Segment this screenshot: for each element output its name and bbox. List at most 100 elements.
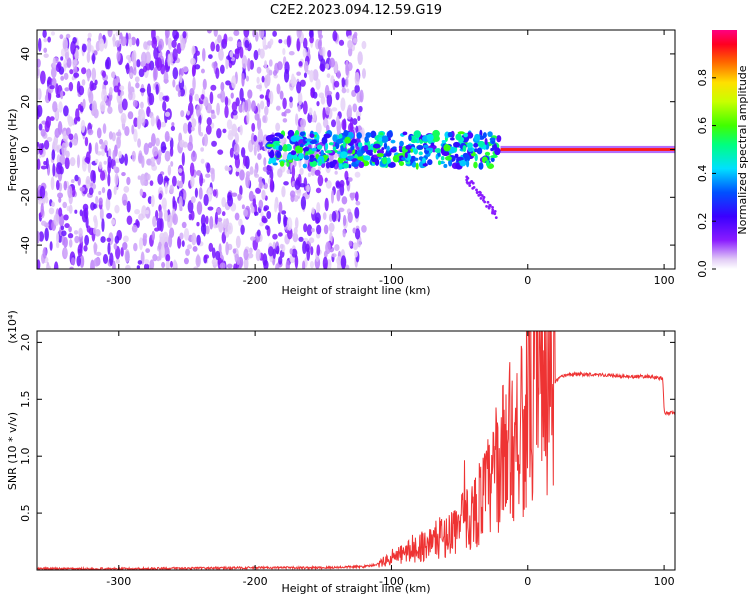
noise-blob [257,128,264,143]
noise-blob [127,81,132,95]
noise-blob [213,30,218,37]
noise-blob [154,227,160,232]
noise-blob [57,61,62,70]
noise-blob [103,80,109,86]
noise-blob [69,69,74,75]
band-blob [410,157,414,164]
noise-blob [310,246,314,256]
band-blob [372,143,381,149]
noise-blob [205,173,211,178]
noise-blob [293,195,299,202]
noise-blob [222,218,227,229]
band-blob [441,151,450,157]
noise-blob [299,79,306,87]
noise-blob [306,184,310,193]
noise-blob [285,260,290,269]
noise-blob [322,212,327,220]
snr-ticks: -300 -200 -100 0 100 0.5 1.0 1.5 2.0 [19,331,675,588]
band-blob [340,145,344,152]
noise-blob [38,123,43,131]
noise-blob [272,248,276,260]
spectrogram-x-label: Height of straight line (km) [281,284,430,297]
noise-blob [261,75,265,83]
noise-blob [119,85,125,91]
noise-blob [264,75,269,89]
band-blob [356,132,362,139]
noise-blob [92,227,97,235]
trail-point [493,212,497,216]
noise-blob [187,199,194,214]
noise-blob [361,68,366,79]
x-tick-label: 0 [524,274,531,287]
noise-blob [224,105,229,119]
noise-blob [163,70,169,85]
noise-blob [192,246,198,252]
noise-blob [341,119,347,131]
noise-blob [229,50,234,58]
noise-blob [77,244,83,258]
noise-blob [107,106,113,115]
noise-blob [272,70,278,76]
band-blob [462,152,469,159]
band-blob [483,144,487,150]
band-blob [457,131,465,135]
noise-blob [52,137,58,152]
noise-blob [74,235,80,244]
noise-blob [113,186,117,196]
noise-blob [67,185,73,199]
noise-blob [342,229,346,238]
trail-point [487,205,491,209]
band-blob [455,133,462,141]
noise-blob [354,250,358,258]
noise-blob [354,84,360,94]
noise-blob [37,68,40,77]
noise-blob [125,62,130,75]
colorbar-gradient [712,30,737,269]
noise-blob [187,121,193,134]
noise-blob [283,181,289,186]
band-blob [447,131,453,138]
noise-blob [79,254,85,268]
noise-blob [255,248,261,262]
noise-blob [162,95,168,101]
noise-blob [345,65,350,76]
noise-blob [196,201,203,215]
noise-blob [139,188,144,197]
noise-blob [53,213,60,226]
noise-blob [38,231,45,242]
trail-point [494,216,498,220]
noise-blob [87,128,94,136]
band-blob [344,136,351,144]
noise-blob [218,48,224,61]
noise-blob [190,175,195,188]
noise-blob [262,36,267,50]
noise-blob [124,153,128,166]
noise-blob [181,152,185,166]
figure-title: C2E2.2023.094.12.59.G19 [270,3,442,18]
noise-blob [44,195,49,204]
band-blob [374,158,380,166]
noise-blob [88,187,94,196]
noise-blob [211,247,216,259]
noise-blob [70,40,76,55]
noise-blob [266,97,271,108]
noise-blob [80,119,86,133]
noise-blob [234,156,240,169]
noise-blob [68,133,74,140]
band-blob [343,130,349,137]
noise-blob [355,200,361,206]
noise-blob [182,189,187,201]
noise-blob [227,132,234,141]
noise-blob [357,51,363,65]
noise-blob [126,215,133,226]
snr-series-line [37,331,675,570]
noise-blob [108,148,112,159]
noise-blob [87,32,92,39]
noise-blob [117,82,121,97]
noise-blob [218,221,224,233]
band-blob [323,133,331,139]
noise-blob [115,131,122,137]
noise-blob [250,100,256,112]
noise-blob [330,76,334,84]
noise-blob [295,113,299,126]
